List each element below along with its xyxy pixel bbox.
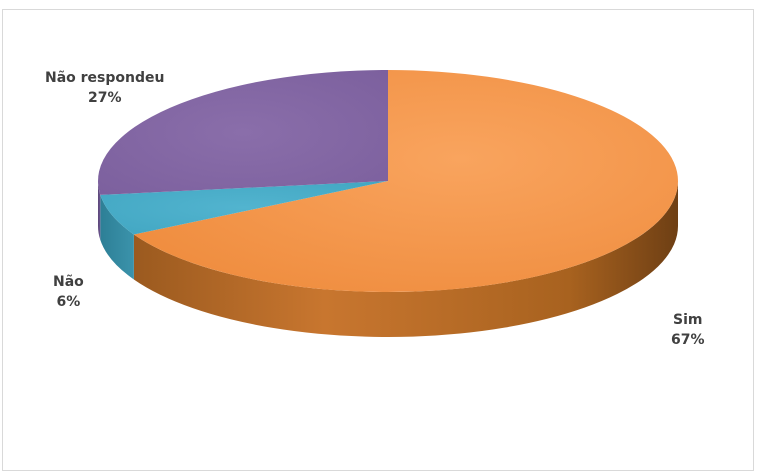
slice-label-value: 67% — [671, 332, 705, 348]
pie-side-nao — [100, 194, 134, 280]
slice-label-nao: Não 6% — [53, 272, 84, 312]
slice-label-sim: Sim 67% — [671, 310, 705, 350]
pie-side-nao-respondeu — [98, 181, 101, 240]
slice-label-nao-respondeu: Não respondeu 27% — [45, 68, 164, 108]
pie-chart — [97, 70, 678, 338]
slice-label-category: Sim — [673, 312, 703, 328]
chart-area: Não respondeu 27% Não 6% Sim 67% — [2, 9, 754, 471]
pie-slice-sim — [133, 70, 678, 292]
slice-label-value: 6% — [56, 294, 81, 310]
slice-label-value: 27% — [87, 90, 122, 106]
pie-side-sim — [133, 181, 678, 338]
slice-label-category: Não — [53, 274, 84, 290]
pie-slice-nao-respondeu — [97, 70, 388, 195]
pie-slice-nao — [100, 181, 388, 235]
slice-label-category: Não respondeu — [45, 70, 165, 86]
